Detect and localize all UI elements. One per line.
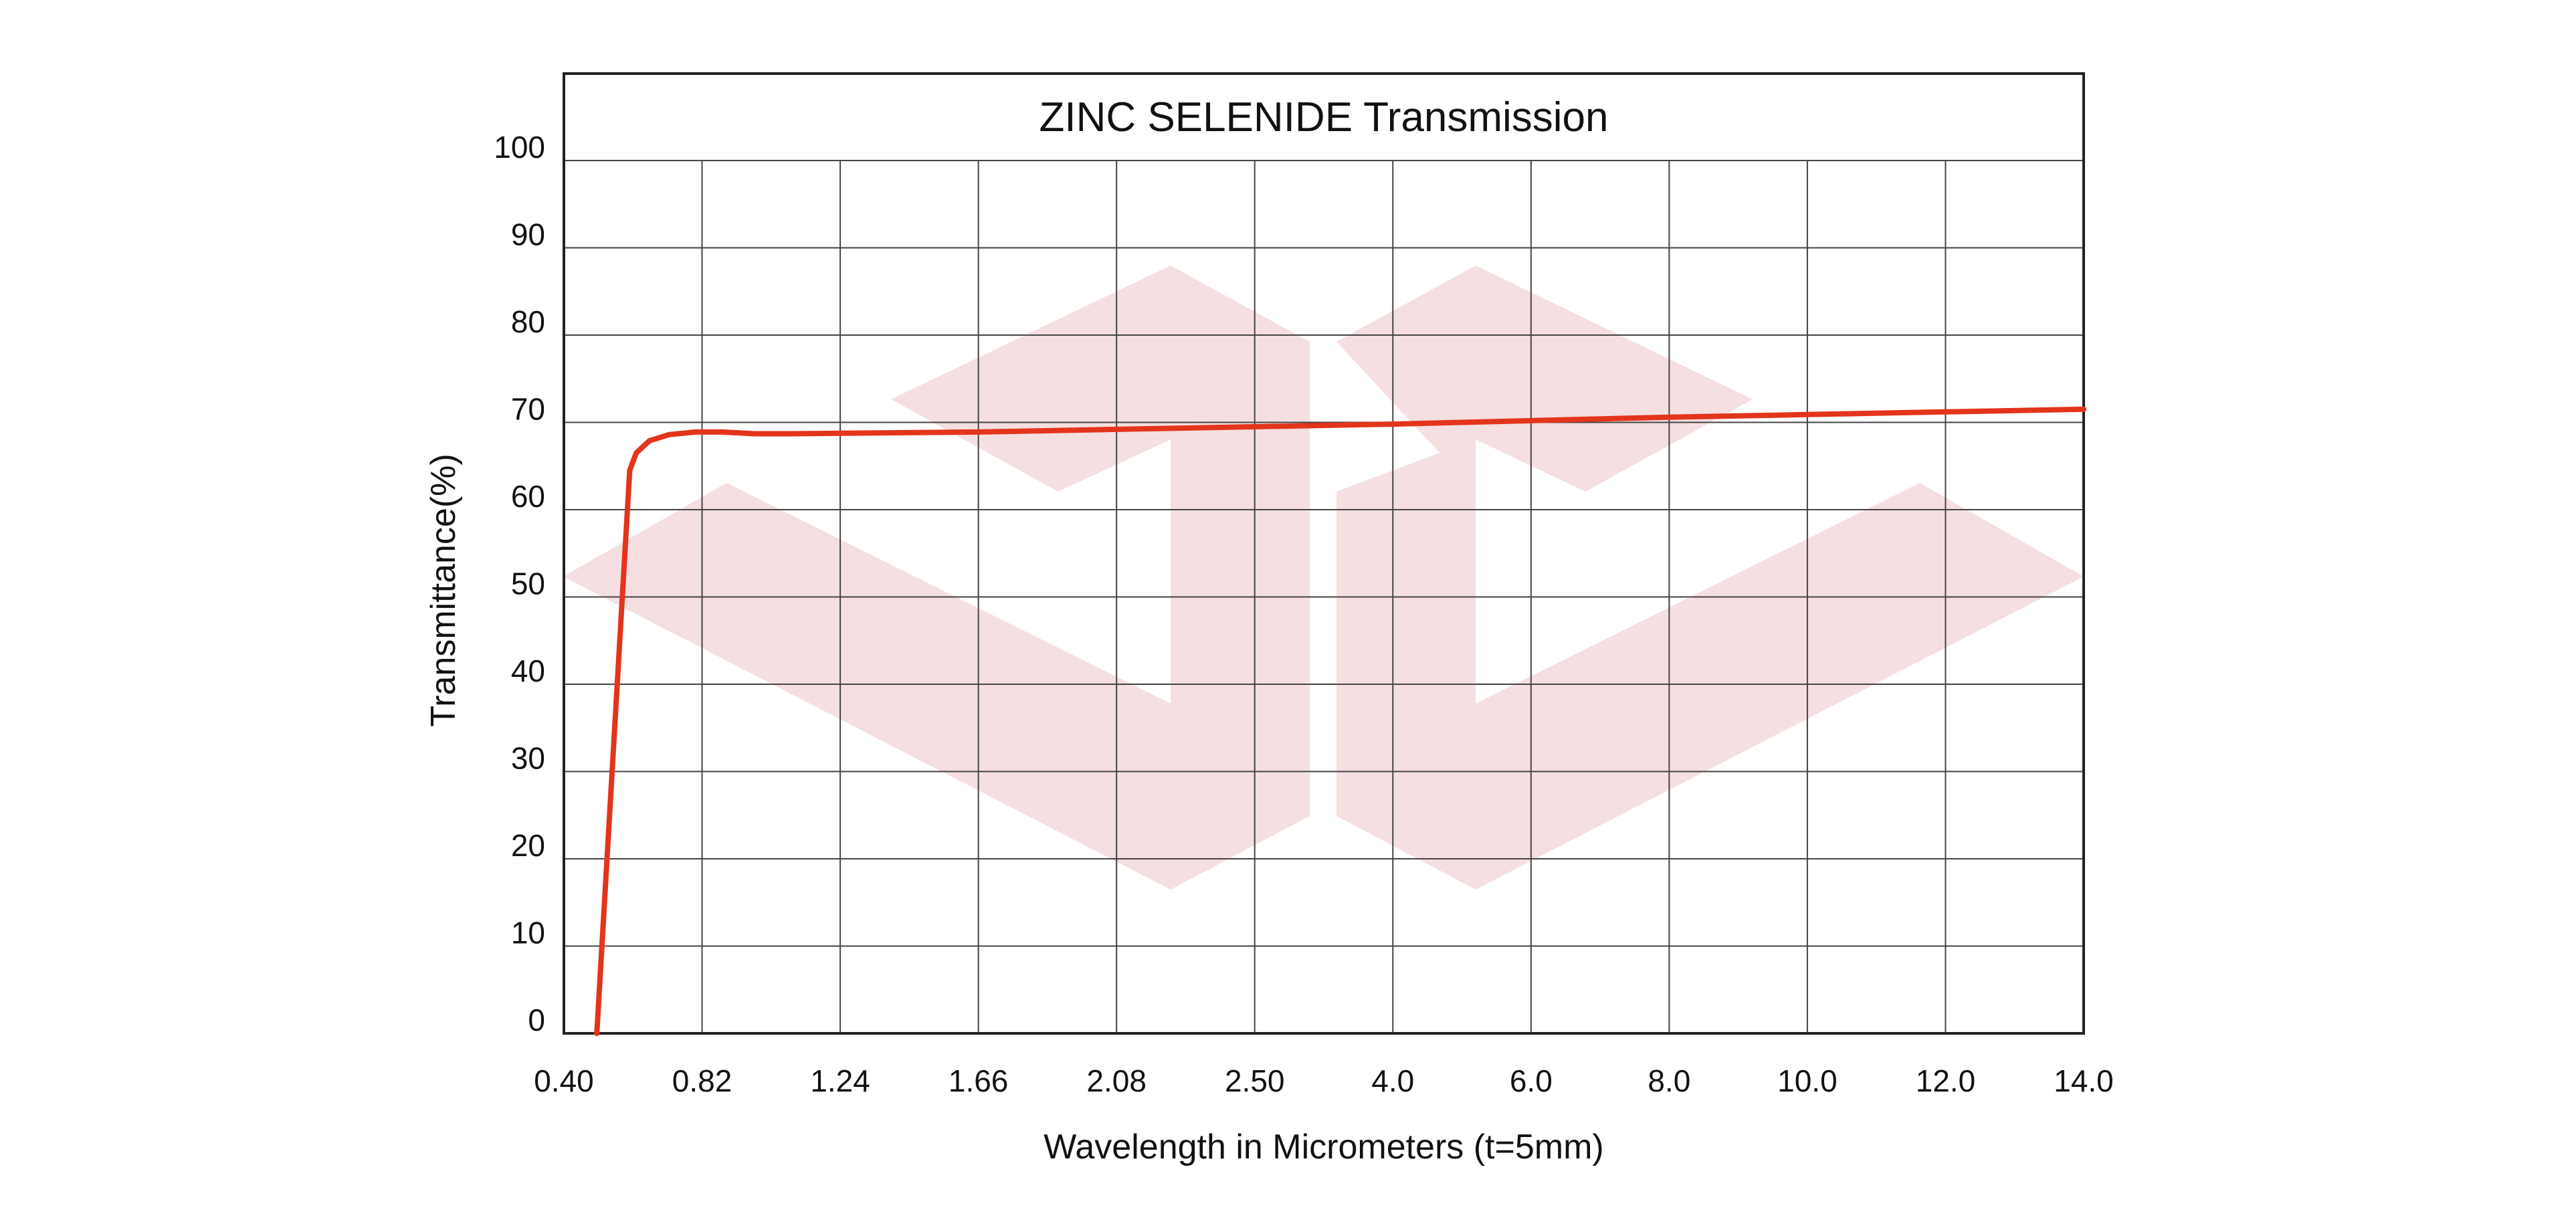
data-point: [975, 429, 981, 435]
x-tick-label: 12.0: [1916, 1063, 1976, 1098]
data-point: [1804, 411, 1810, 417]
y-tick-label: 70: [511, 392, 545, 427]
x-tick-label: 1.24: [810, 1063, 870, 1098]
y-tick-label: 0: [528, 1003, 545, 1037]
data-point: [1943, 409, 1949, 415]
data-point: [2081, 406, 2086, 412]
x-tick-labels: 0.40 0.82 1.24 1.66 2.08 2.50 4.0 6.0 8.0 10.0 12.…: [534, 1063, 2114, 1098]
data-point: [666, 431, 672, 437]
x-axis-label: Wavelength in Micrometers (t=5mm): [1044, 1128, 1604, 1166]
y-tick-label: 90: [511, 217, 545, 252]
y-tick-label: 50: [511, 567, 545, 601]
logo-watermark: [563, 266, 2084, 890]
y-tick-labels: 0 10 20 30 40 50 60 70 80 90 100: [494, 130, 545, 1037]
data-point: [627, 468, 633, 474]
x-tick-label: 4.0: [1371, 1063, 1414, 1098]
y-tick-label: 40: [511, 653, 545, 688]
data-point: [646, 437, 652, 443]
chart-title: ZINC SELENIDE Transmission: [1039, 94, 1609, 140]
data-point: [1528, 417, 1534, 423]
data-point: [1114, 426, 1120, 432]
y-axis-label: Transmittance(%): [424, 453, 463, 726]
grid-lines: [564, 160, 2084, 1033]
data-point: [1666, 414, 1672, 420]
y-tick-label: 100: [494, 130, 545, 165]
data-point: [692, 429, 698, 435]
watermark-shape-3: [563, 439, 1310, 890]
x-tick-label: 8.0: [1648, 1063, 1690, 1098]
x-tick-label: 1.66: [949, 1063, 1009, 1098]
x-tick-label: 2.50: [1225, 1063, 1285, 1098]
y-tick-label: 60: [511, 479, 545, 514]
y-tick-label: 80: [511, 304, 545, 339]
x-tick-label: 6.0: [1510, 1063, 1553, 1098]
data-point: [752, 431, 758, 437]
x-tick-label: 0.82: [672, 1063, 732, 1098]
plot-frame: [563, 72, 2085, 1035]
x-tick-label: 10.0: [1777, 1063, 1838, 1098]
y-tick-label: 30: [511, 741, 545, 776]
series-layer: [594, 406, 2086, 1036]
data-point: [719, 429, 725, 435]
x-tick-label: 14.0: [2054, 1063, 2114, 1098]
data-point: [791, 431, 797, 437]
data-point: [594, 1031, 600, 1036]
watermark-shape-4: [1336, 439, 2084, 890]
y-tick-label: 20: [511, 828, 545, 863]
y-tick-label: 10: [511, 916, 545, 950]
watermark-shape-2: [1336, 266, 1753, 492]
data-point: [1252, 424, 1258, 429]
watermark-shape-1: [891, 266, 1310, 492]
x-tick-label: 0.40: [534, 1063, 594, 1098]
x-tick-label: 2.08: [1086, 1063, 1147, 1098]
data-point: [633, 450, 639, 456]
data-point: [837, 430, 844, 436]
data-point: [1390, 421, 1396, 427]
